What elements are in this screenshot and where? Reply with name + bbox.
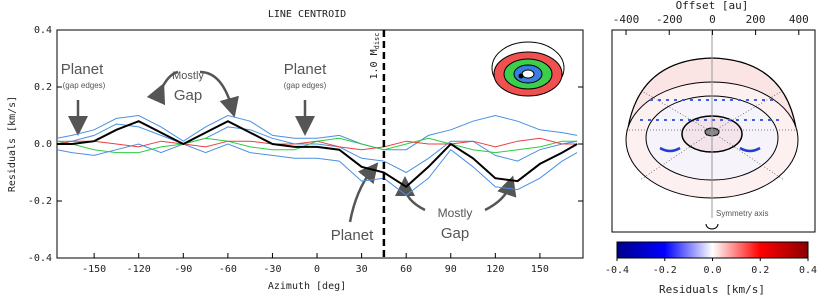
- annotation-arrows: [68, 70, 517, 223]
- x-tick-label: 0: [709, 13, 716, 26]
- colorbar-tick-label: 0.4: [799, 265, 817, 276]
- x-tick-label: -90: [174, 264, 192, 275]
- y-axis-label: Residuals [km/s]: [7, 96, 18, 192]
- chart-title: LINE CENTROID: [268, 9, 346, 20]
- x-tick-label: 120: [486, 264, 504, 275]
- disk-image: [625, 30, 799, 230]
- colorbar-tick-label: 0.2: [751, 265, 769, 276]
- x-tick-label: 200: [746, 13, 766, 26]
- x-tick-label: -150: [82, 264, 106, 275]
- annotation: Gap: [174, 87, 202, 104]
- reference-label: 1.0 Mdisc: [369, 33, 381, 80]
- x-tick-label: -30: [263, 264, 281, 275]
- x-tick-label: 150: [531, 264, 549, 275]
- x-tick-label: -60: [219, 264, 237, 275]
- x-tick-label: 0: [314, 264, 320, 275]
- left-panel: LINE CENTROID Azimuth [deg] Residuals [k…: [7, 9, 584, 292]
- right-panel: Offset [au] Symmetry axis Residuals [km/…: [611, 0, 816, 296]
- annotation: Mostly: [438, 206, 473, 220]
- disk-inset: [491, 41, 565, 97]
- x-axis-title: Offset [au]: [676, 0, 749, 12]
- colorbar: [616, 241, 809, 259]
- y-tick-label: -0.2: [28, 196, 52, 207]
- line-series: [56, 143, 578, 196]
- annotation: (gap edges): [63, 81, 106, 90]
- annotation: Planet: [331, 227, 374, 244]
- line-series: [57, 123, 578, 174]
- colorbar-tick-label: 0.0: [703, 265, 721, 276]
- annotation: Symmetry axis: [716, 209, 768, 218]
- reference-label-main: 1.0 M: [369, 49, 380, 79]
- x-axis-label: Azimuth [deg]: [268, 281, 346, 292]
- x-tick-label: -200: [656, 13, 683, 26]
- line-series: [57, 120, 578, 189]
- series-group: [56, 114, 578, 196]
- annotation: Planet: [61, 61, 104, 78]
- x-tick-label: 60: [400, 264, 412, 275]
- colorbar-label: Residuals [km/s]: [659, 283, 765, 296]
- x-tick-label: -400: [613, 13, 640, 26]
- y-tick-label: 0.4: [34, 25, 52, 36]
- colorbar-tick-label: -0.4: [605, 265, 629, 276]
- y-tick-label: -0.4: [28, 253, 52, 264]
- y-tick-label: 0.0: [34, 139, 52, 150]
- line-series: [56, 137, 578, 151]
- annotation: (gap edges): [284, 81, 327, 90]
- x-tick-label: 90: [445, 264, 457, 275]
- colorbar-tick-label: -0.2: [653, 265, 677, 276]
- reference-label-sub: disc: [373, 33, 381, 50]
- x-tick-label: 400: [789, 13, 809, 26]
- annotation: Gap: [441, 225, 469, 242]
- x-tick-label: -120: [127, 264, 151, 275]
- x-tick-label: 30: [356, 264, 368, 275]
- annotation: Planet: [284, 61, 327, 78]
- annotation: Mostly: [172, 70, 204, 82]
- y-tick-label: 0.2: [34, 82, 52, 93]
- line-series: [56, 114, 578, 151]
